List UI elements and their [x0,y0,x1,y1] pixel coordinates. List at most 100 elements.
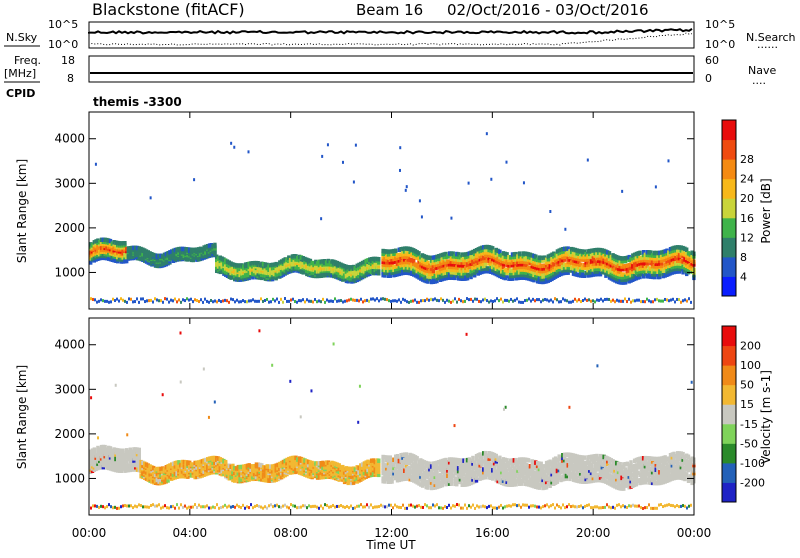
power-cell [688,297,690,300]
power-cell [450,301,452,304]
power-cell [378,299,380,302]
power-cell [530,300,532,303]
power-cell [106,300,108,303]
power-cell [474,298,476,301]
power-cell [244,300,246,303]
power-cell [502,300,504,303]
freq-panel-frame [89,56,694,82]
power-cell [498,299,500,302]
power-cell [672,298,674,301]
power-cell [355,144,357,147]
power-cell [156,298,158,301]
power-cell [430,298,432,301]
power-cell [262,300,264,303]
power-cell [421,215,423,218]
power-cell [322,298,324,301]
power-cell [350,298,352,301]
power-cell [646,298,648,301]
power-cell [654,298,656,301]
power-cell [390,300,392,303]
power-cell [300,299,302,302]
power-cell [232,298,234,301]
power-cell [408,301,410,304]
power-cell [396,300,398,303]
power-cell [544,298,546,301]
noise-panel: N.Sky 10^5 10^0 10^5 10^0 N.Search .....… [4,18,796,51]
power-cell [628,298,630,301]
power-cell [596,299,598,302]
power-cell [399,146,401,149]
power-cell [392,299,394,302]
power-cell [282,301,284,304]
colorbar-swatch [722,140,736,160]
noise-left-tick-top: 10^5 [48,18,78,31]
power-cell [320,217,322,220]
power-cell [648,299,650,302]
power-cell [310,300,312,303]
power-cell [278,301,280,304]
colorbar-swatch [722,218,736,238]
colorbar-swatch [722,179,736,199]
power-cell [230,298,232,301]
power-cell [524,299,526,302]
power-cell [154,297,156,300]
power-cell [353,180,355,183]
power-cell [584,298,586,301]
power-cell [406,185,408,188]
power-cell [198,300,200,303]
power-cell [140,297,142,300]
power-cell [690,301,692,304]
power-cell [116,298,118,301]
colorbar-swatch [722,237,736,257]
power-cell [312,300,314,303]
power-cell [518,251,521,256]
power-cell [98,300,100,303]
power-cell [636,299,638,302]
freq-unit-label: [MHz] [4,67,36,80]
power-cell [420,299,422,302]
power-cell [92,298,94,301]
power-cell [268,301,270,304]
power-cell [204,298,206,301]
power-cell [480,300,482,303]
power-cell [416,301,418,304]
power-cell [552,300,554,303]
power-cell [308,300,310,303]
power-cell [667,159,669,162]
power-cell [494,299,496,302]
power-cell [512,300,514,303]
power-cell [304,300,306,303]
power-cell [94,298,96,301]
noise-panel-frame [89,22,694,48]
power-cell [522,301,524,304]
power-cell [192,300,194,303]
colorbar-tick-label: 8 [740,251,747,264]
power-cell [344,300,346,303]
power-cell [466,297,468,300]
noise-traces [89,29,692,45]
power-cell [638,251,641,256]
power-cell [95,163,97,166]
power-cell [326,298,328,301]
power-cell [234,300,236,303]
power-cell [404,299,406,302]
power-cell [144,300,146,303]
power-cell [342,161,344,164]
power-cell [668,299,670,302]
power-cell [460,299,462,302]
velocity-cell [121,449,124,454]
power-cell [580,300,582,303]
power-cell [576,300,578,303]
power-cell [132,300,134,303]
power-cell [546,298,548,301]
power-data [89,132,696,304]
power-cell [178,298,180,301]
power-cell [214,299,216,302]
power-cell [272,298,274,301]
power-cell [534,299,536,302]
power-cell [604,298,606,301]
power-cell [348,299,350,302]
power-cell [444,301,446,304]
power-cell [142,297,144,300]
power-y-axis-label: Slant Range [km] [15,159,29,263]
